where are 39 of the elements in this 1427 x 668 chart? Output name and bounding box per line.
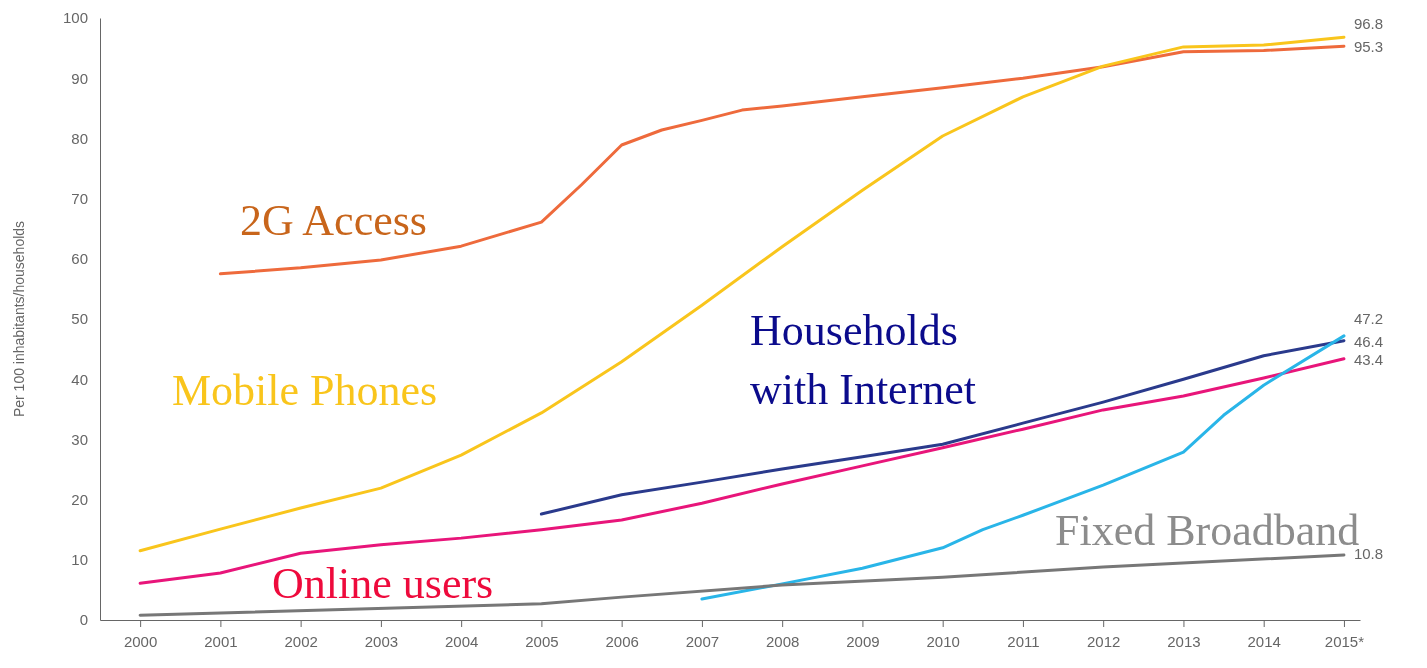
y-tick-label: 10 — [71, 551, 88, 569]
y-tick-label: 70 — [71, 189, 88, 207]
y-tick-label: 80 — [71, 129, 88, 147]
x-tick-label: 2009 — [846, 632, 880, 650]
line-series — [138, 553, 1346, 617]
x-tick-label: 2002 — [284, 632, 318, 650]
x-tick-label: 2000 — [123, 632, 158, 650]
x-tick-label: 2007 — [685, 632, 720, 650]
y-tick-label: 0 — [79, 611, 88, 629]
y-tick-label: 100 — [62, 9, 88, 27]
line-series — [218, 44, 1346, 276]
x-tick-label: 2014 — [1247, 632, 1281, 650]
y-axis-title: Per 100 inhabitants/households — [11, 220, 27, 418]
x-tick-label: 2006 — [605, 632, 639, 650]
series-label: Households with Internet — [750, 306, 977, 415]
data-label: 47.2 — [1353, 309, 1384, 327]
x-tick-label: 2015* — [1324, 632, 1365, 650]
y-tick-label: 20 — [71, 490, 88, 508]
data-label: 96.8 — [1353, 15, 1384, 33]
series-label: Online users — [272, 559, 494, 608]
y-tick-label: 90 — [71, 69, 88, 87]
y-tick-label: 60 — [71, 250, 88, 268]
data-label: 43.4 — [1353, 350, 1384, 368]
x-tick-label: 2001 — [204, 632, 238, 650]
x-tick-label: 2013 — [1167, 632, 1201, 650]
data-label: 46.4 — [1353, 332, 1384, 350]
x-tick-label: 2011 — [1007, 632, 1040, 650]
series-label: Mobile Phones — [172, 366, 438, 415]
x-tick-label: 2010 — [926, 632, 960, 650]
data-label: 95.3 — [1353, 38, 1384, 56]
x-tick-label: 2004 — [444, 632, 479, 650]
y-tick-label: 50 — [71, 310, 88, 328]
x-tick-label: 2003 — [364, 632, 399, 650]
x-tick-label: 2008 — [765, 632, 800, 650]
x-tick-label: 2012 — [1087, 632, 1121, 650]
series-label: 2G Access — [240, 196, 427, 245]
x-tick-label: 2005 — [525, 632, 559, 650]
y-tick-label: 30 — [71, 430, 88, 448]
y-tick-label: 40 — [71, 370, 88, 388]
